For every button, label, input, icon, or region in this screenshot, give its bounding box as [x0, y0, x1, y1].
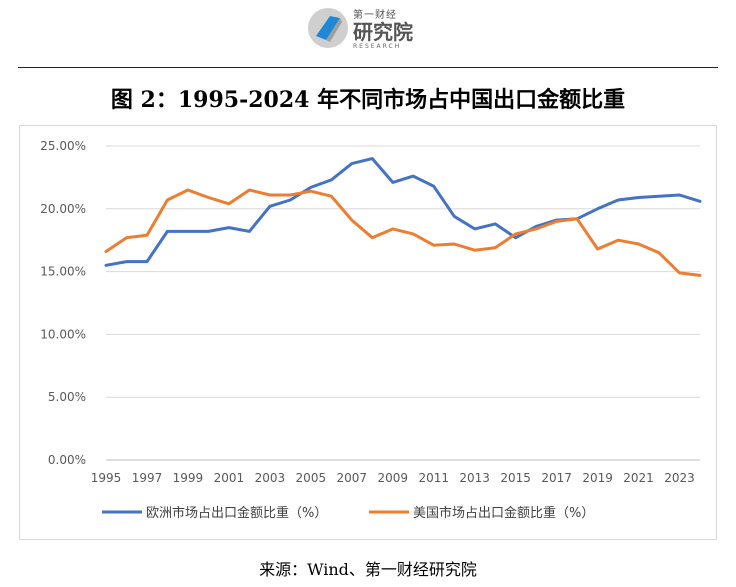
chart-frame: 0.00% 5.00% 10.00% 15.00% 20.00% 25.00% 1995 19… [19, 125, 717, 540]
europe-series-line [104, 157, 702, 267]
x-tick-label: 2015 [500, 471, 531, 485]
legend-label: 美国市场占出口金额比重（%） [413, 505, 594, 521]
line-chart: 0.00% 5.00% 10.00% 15.00% 20.00% 25.00% 1995 19… [40, 139, 702, 521]
x-tick-label: 2001 [214, 471, 245, 485]
header-rule [18, 67, 718, 68]
x-tick-label: 2017 [541, 471, 572, 485]
legend-label: 欧洲市场占出口金额比重（%） [146, 505, 327, 521]
x-tick-label: 2005 [296, 471, 327, 485]
x-tick-label: 2009 [377, 471, 408, 485]
source-note: 来源：Wind、第一财经研究院 [259, 560, 477, 579]
y-tick-label: 10.00% [40, 327, 86, 341]
y-tick-label: 20.00% [40, 202, 86, 216]
x-tick-label: 1995 [91, 471, 122, 485]
x-tick-label: 2013 [459, 471, 490, 485]
x-tick-label: 2011 [418, 471, 449, 485]
x-tick-label: 2021 [623, 471, 654, 485]
x-tick-label: 2023 [664, 471, 695, 485]
logo: 第一财经 研究院 RESEARCH [306, 6, 426, 52]
y-tick-label: 5.00% [48, 390, 86, 404]
x-tick-label: 1999 [173, 471, 204, 485]
logo-big-text: 研究院 [353, 20, 413, 44]
figure-title: 图 2：1995-2024 年不同市场占中国出口金额比重 [110, 87, 626, 113]
logo-icon [308, 8, 348, 48]
x-tick-label: 1997 [132, 471, 163, 485]
y-tick-label: 25.00% [40, 139, 86, 153]
logo-sub-text: RESEARCH [353, 43, 402, 50]
x-tick-label: 2007 [337, 471, 368, 485]
x-tick-label: 2019 [582, 471, 613, 485]
logo-small-text: 第一财经 [353, 10, 397, 21]
x-tick-label: 2003 [255, 471, 286, 485]
y-tick-label: 0.00% [48, 453, 86, 467]
y-tick-label: 15.00% [40, 265, 86, 279]
us-series-line [104, 188, 702, 277]
